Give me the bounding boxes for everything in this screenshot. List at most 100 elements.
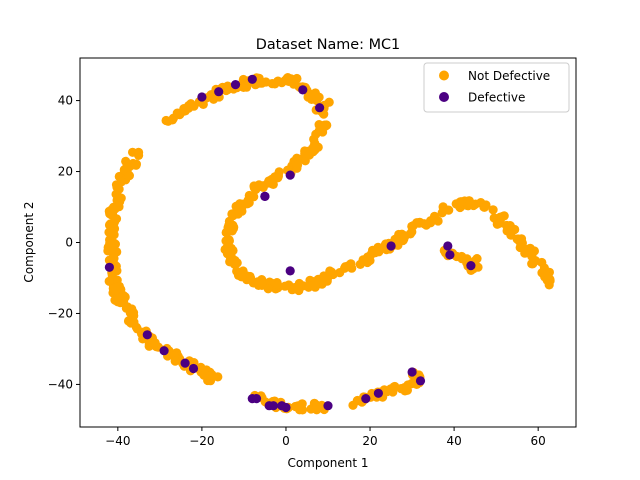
x-tick-label: 40 bbox=[446, 434, 461, 448]
point-defective bbox=[247, 74, 257, 84]
point-not-defective bbox=[307, 94, 317, 104]
point-not-defective bbox=[319, 272, 329, 282]
point-defective bbox=[197, 92, 207, 102]
x-axis: −40 −20 0 20 40 60 bbox=[105, 427, 546, 448]
point-not-defective bbox=[134, 150, 144, 160]
point-defective bbox=[285, 266, 295, 276]
y-axis: −40 −20 0 20 40 bbox=[48, 94, 80, 391]
point-not-defective bbox=[415, 217, 425, 227]
point-not-defective bbox=[131, 159, 141, 169]
point-defective bbox=[415, 376, 426, 386]
point-not-defective bbox=[116, 177, 126, 187]
point-not-defective bbox=[453, 200, 463, 210]
point-defective bbox=[386, 241, 396, 251]
point-not-defective bbox=[294, 285, 304, 296]
y-tick-label: −40 bbox=[48, 377, 73, 391]
point-defective bbox=[260, 191, 270, 201]
point-defective bbox=[373, 388, 383, 398]
chart-title: Dataset Name: MC1 bbox=[256, 37, 400, 53]
point-defective bbox=[268, 401, 278, 411]
point-defective bbox=[323, 401, 333, 411]
point-not-defective bbox=[104, 220, 115, 230]
point-not-defective bbox=[258, 182, 268, 192]
point-not-defective bbox=[292, 160, 303, 170]
x-tick-label: −40 bbox=[105, 434, 130, 448]
point-not-defective bbox=[304, 150, 314, 160]
point-not-defective bbox=[390, 381, 400, 392]
point-defective bbox=[142, 330, 152, 340]
point-defective bbox=[445, 250, 455, 260]
point-not-defective bbox=[246, 273, 256, 283]
point-not-defective bbox=[280, 281, 290, 291]
point-not-defective bbox=[273, 76, 283, 87]
point-not-defective bbox=[318, 127, 328, 137]
legend-label-not-defective: Not Defective bbox=[468, 69, 550, 83]
x-axis-label: Component 1 bbox=[287, 456, 368, 470]
point-not-defective bbox=[426, 216, 436, 226]
point-not-defective bbox=[112, 266, 122, 276]
point-defective bbox=[230, 80, 241, 90]
point-not-defective bbox=[223, 225, 233, 235]
point-not-defective bbox=[221, 236, 231, 246]
point-not-defective bbox=[114, 281, 124, 291]
point-not-defective bbox=[223, 81, 233, 91]
point-not-defective bbox=[465, 199, 475, 209]
point-defective bbox=[159, 346, 169, 356]
point-not-defective bbox=[163, 116, 173, 126]
y-tick-label: 20 bbox=[58, 165, 73, 179]
point-defective bbox=[281, 402, 291, 413]
point-not-defective bbox=[479, 202, 490, 212]
point-not-defective bbox=[124, 171, 134, 181]
point-defective bbox=[407, 367, 417, 377]
y-tick-label: −20 bbox=[48, 306, 73, 320]
point-defective bbox=[361, 394, 371, 404]
x-tick-label: 0 bbox=[282, 434, 290, 448]
point-not-defective bbox=[127, 304, 137, 314]
point-not-defective bbox=[324, 97, 334, 107]
point-not-defective bbox=[119, 291, 129, 301]
point-not-defective bbox=[129, 317, 139, 327]
point-defective bbox=[443, 241, 453, 251]
point-not-defective bbox=[347, 263, 357, 273]
point-not-defective bbox=[355, 259, 365, 269]
legend-label-defective: Defective bbox=[468, 91, 525, 105]
point-not-defective bbox=[292, 153, 302, 163]
legend-marker-not-defective bbox=[439, 70, 449, 81]
point-defective bbox=[214, 87, 224, 97]
point-not-defective bbox=[495, 212, 505, 222]
y-tick-label: 0 bbox=[65, 236, 73, 250]
point-not-defective bbox=[110, 204, 120, 214]
point-defective bbox=[188, 363, 199, 374]
point-not-defective bbox=[273, 173, 283, 183]
point-not-defective bbox=[519, 244, 529, 254]
point-not-defective bbox=[309, 134, 319, 144]
point-not-defective bbox=[122, 162, 132, 172]
point-not-defective bbox=[505, 221, 515, 231]
point-not-defective bbox=[225, 252, 235, 262]
point-not-defective bbox=[312, 405, 322, 415]
x-tick-label: −20 bbox=[189, 434, 214, 448]
point-not-defective bbox=[116, 193, 126, 203]
point-not-defective bbox=[310, 142, 320, 152]
point-defective bbox=[251, 394, 262, 404]
point-not-defective bbox=[348, 400, 358, 410]
point-not-defective bbox=[272, 279, 283, 290]
point-defective bbox=[298, 85, 308, 95]
point-not-defective bbox=[492, 219, 502, 229]
legend: Not Defective Defective bbox=[423, 62, 570, 113]
point-not-defective bbox=[213, 372, 223, 382]
point-not-defective bbox=[325, 266, 335, 276]
point-not-defective bbox=[170, 356, 180, 366]
point-not-defective bbox=[433, 216, 443, 226]
y-tick-label: 40 bbox=[58, 94, 73, 108]
legend-box bbox=[423, 62, 570, 113]
point-not-defective bbox=[488, 205, 498, 215]
point-not-defective bbox=[263, 284, 273, 294]
point-defective bbox=[104, 262, 114, 272]
point-defective bbox=[315, 103, 325, 113]
x-tick-label: 20 bbox=[362, 434, 377, 448]
point-not-defective bbox=[109, 253, 119, 263]
point-not-defective bbox=[243, 195, 253, 206]
point-not-defective bbox=[399, 234, 409, 244]
